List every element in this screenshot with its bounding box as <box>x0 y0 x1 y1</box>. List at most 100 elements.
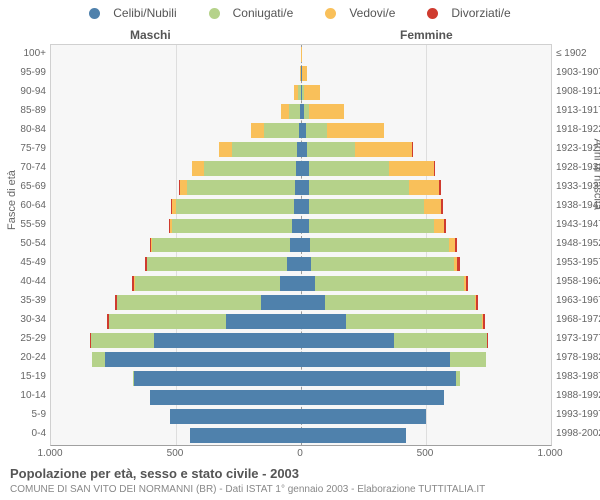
bar-female <box>301 66 551 81</box>
bar-female <box>301 352 551 367</box>
bar-male <box>51 180 301 195</box>
segment-co <box>232 142 297 157</box>
pyramid-row <box>51 390 551 405</box>
segment-co <box>307 142 355 157</box>
pyramid-row <box>51 428 551 443</box>
bar-male <box>51 85 301 100</box>
chart-subtitle: COMUNE DI SAN VITO DEI NORMANNI (BR) - D… <box>10 484 485 495</box>
segment-c <box>290 238 301 253</box>
bar-male <box>51 295 301 310</box>
bar-male <box>51 104 301 119</box>
segment-co <box>147 257 287 272</box>
segment-d <box>457 257 460 272</box>
age-label: 30-34 <box>0 314 46 325</box>
birth-year-label: 1913-1917 <box>556 105 600 116</box>
birth-year-label: 1988-1992 <box>556 390 600 401</box>
segment-d <box>441 199 443 214</box>
segment-c <box>301 390 444 405</box>
segment-co <box>187 180 295 195</box>
segment-co <box>311 257 454 272</box>
pyramid-row <box>51 333 551 348</box>
bar-female <box>301 219 551 234</box>
age-label: 50-54 <box>0 238 46 249</box>
birth-year-label: 1938-1942 <box>556 200 600 211</box>
bar-female <box>301 257 551 272</box>
bar-female <box>301 428 551 443</box>
segment-v <box>302 66 307 81</box>
pyramid-row <box>51 219 551 234</box>
segment-co <box>309 161 389 176</box>
segment-v <box>409 180 439 195</box>
segment-c <box>226 314 301 329</box>
age-label: 20-24 <box>0 352 46 363</box>
bar-male <box>51 428 301 443</box>
birth-year-label: ≤ 1902 <box>556 48 600 59</box>
segment-v <box>389 161 434 176</box>
bar-female <box>301 238 551 253</box>
segment-co <box>117 295 261 310</box>
birth-year-label: 1978-1982 <box>556 352 600 363</box>
x-tick-label: 1.000 <box>537 448 562 459</box>
birth-year-label: 1983-1987 <box>556 371 600 382</box>
pyramid-row <box>51 85 551 100</box>
segment-d <box>483 314 485 329</box>
bar-female <box>301 371 551 386</box>
age-label: 45-49 <box>0 257 46 268</box>
pyramid-row <box>51 257 551 272</box>
pyramid-plot <box>50 44 552 446</box>
pyramid-row <box>51 238 551 253</box>
age-label: 100+ <box>0 48 46 59</box>
bar-female <box>301 409 551 424</box>
age-label: 60-64 <box>0 200 46 211</box>
segment-co <box>456 371 460 386</box>
segment-c <box>301 295 325 310</box>
segment-c <box>301 409 426 424</box>
segment-co <box>264 123 299 138</box>
segment-c <box>292 219 301 234</box>
birth-year-label: 1968-1972 <box>556 314 600 325</box>
birth-year-label: 1908-1912 <box>556 86 600 97</box>
pyramid-row <box>51 371 551 386</box>
segment-c <box>301 428 406 443</box>
segment-co <box>346 314 482 329</box>
segment-c <box>190 428 301 443</box>
birth-year-label: 1928-1932 <box>556 162 600 173</box>
pyramid-row <box>51 104 551 119</box>
segment-c <box>301 314 346 329</box>
segment-v <box>355 142 413 157</box>
segment-c <box>150 390 301 405</box>
bar-male <box>51 199 301 214</box>
birth-year-label: 1933-1937 <box>556 181 600 192</box>
x-tick-label: 0 <box>297 448 303 459</box>
pyramid-row <box>51 180 551 195</box>
age-label: 0-4 <box>0 428 46 439</box>
legend-item: Divorziati/e <box>419 6 518 20</box>
header-male: Maschi <box>130 28 171 42</box>
segment-v <box>192 161 203 176</box>
age-label: 65-69 <box>0 181 46 192</box>
birth-year-label: 1963-1967 <box>556 295 600 306</box>
segment-v <box>180 180 188 195</box>
segment-co <box>325 295 475 310</box>
age-label: 10-14 <box>0 390 46 401</box>
legend-item: Coniugati/e <box>201 6 302 20</box>
pyramid-row <box>51 47 551 62</box>
segment-v <box>434 219 444 234</box>
legend: Celibi/NubiliConiugati/eVedovi/eDivorzia… <box>0 6 600 22</box>
segment-d <box>434 161 435 176</box>
legend-label: Coniugati/e <box>233 6 294 20</box>
segment-v <box>251 123 264 138</box>
bar-male <box>51 238 301 253</box>
pyramid-row <box>51 314 551 329</box>
segment-c <box>301 352 450 367</box>
pyramid-row <box>51 161 551 176</box>
segment-c <box>301 333 394 348</box>
segment-v <box>424 199 442 214</box>
segment-co <box>92 352 105 367</box>
age-label: 25-29 <box>0 333 46 344</box>
pyramid-row <box>51 66 551 81</box>
bar-male <box>51 333 301 348</box>
age-label: 90-94 <box>0 86 46 97</box>
age-label: 80-84 <box>0 124 46 135</box>
segment-c <box>301 238 310 253</box>
